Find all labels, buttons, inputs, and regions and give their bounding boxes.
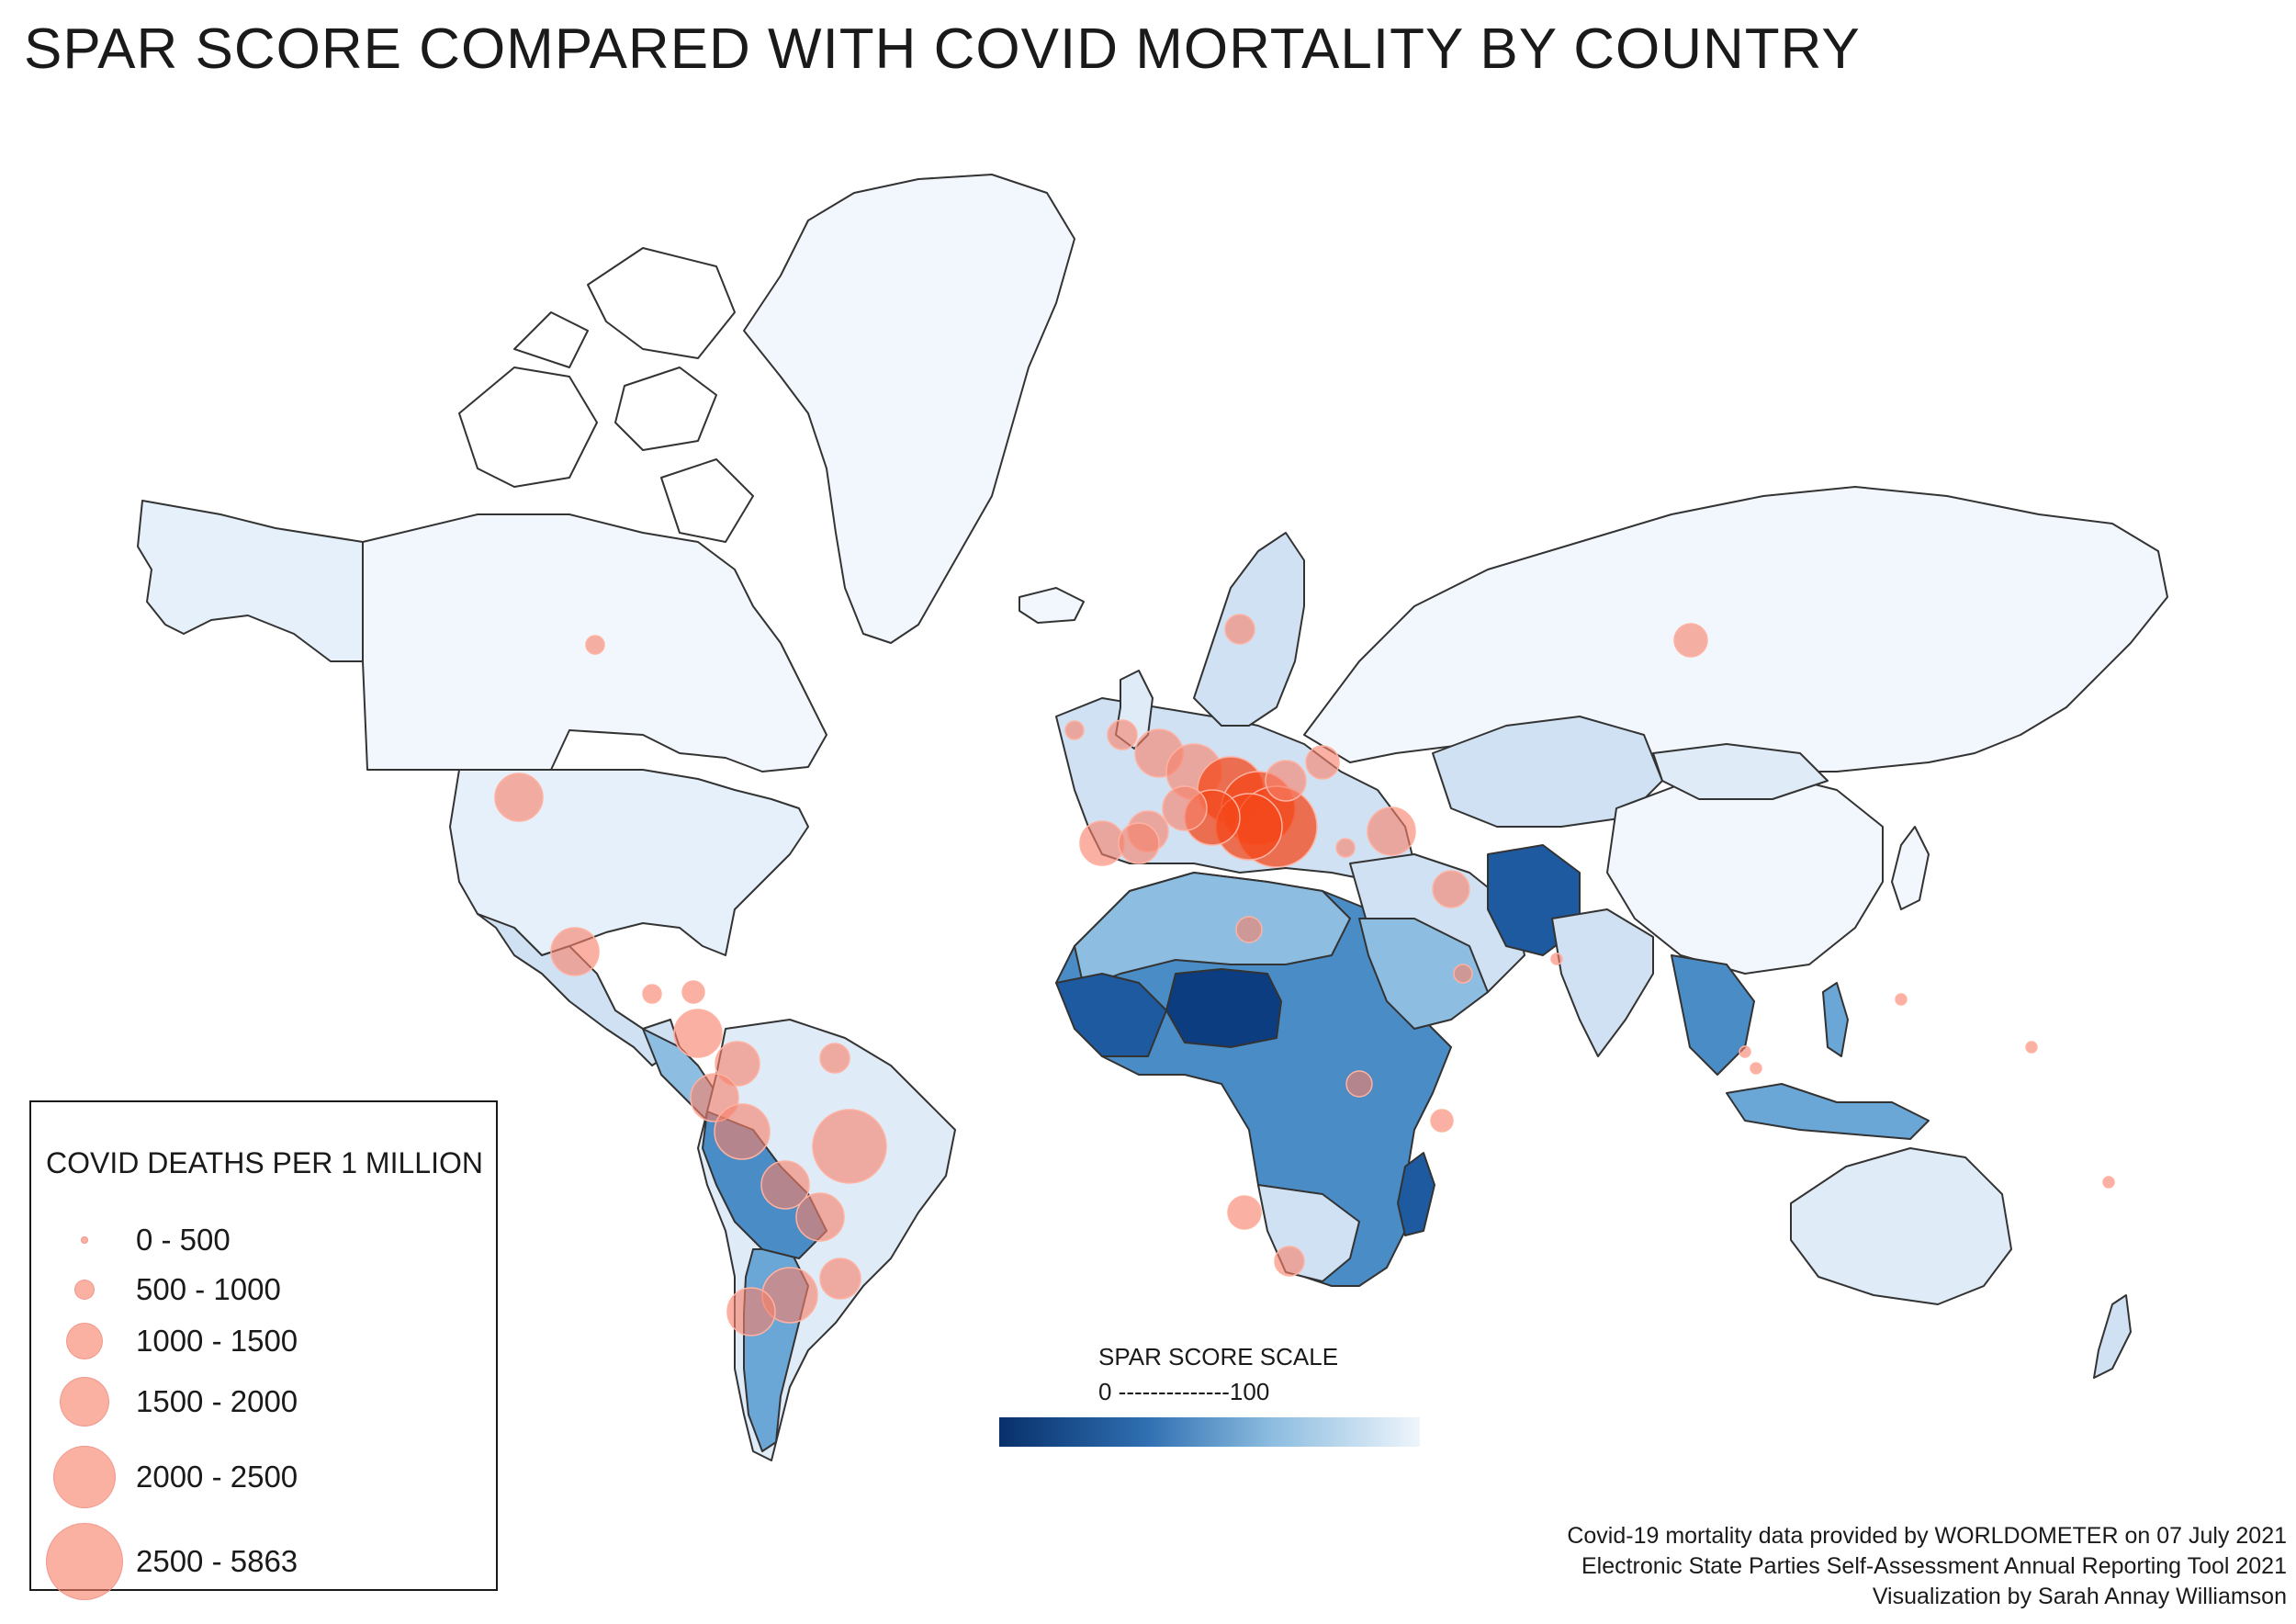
legend-item-1500-2000: 1500 - 2000 bbox=[31, 1367, 490, 1440]
mortality-bubble bbox=[1345, 1070, 1373, 1098]
mortality-bubble bbox=[1118, 822, 1160, 864]
legend-label: 1500 - 2000 bbox=[136, 1384, 298, 1418]
legend-label: 2500 - 5863 bbox=[136, 1544, 298, 1578]
country-mongolia bbox=[1652, 743, 1829, 800]
legend-item-0-500: 0 - 500 bbox=[31, 1211, 490, 1284]
country-iceland bbox=[1019, 587, 1085, 624]
bubble-layer bbox=[494, 614, 2115, 1336]
credit-author: Visualization by Sarah Annay Williamson bbox=[1872, 1584, 2287, 1609]
country-madagascar bbox=[1397, 1152, 1435, 1236]
mortality-bubble bbox=[1335, 838, 1356, 858]
sahel-dark bbox=[1165, 968, 1282, 1048]
legend-item-1000-1500: 1000 - 1500 bbox=[31, 1312, 490, 1385]
mortality-bubble bbox=[1750, 1062, 1762, 1075]
mortality-bubble bbox=[550, 927, 600, 976]
legend-label: 1000 - 1500 bbox=[136, 1324, 298, 1358]
arctic-islands bbox=[458, 247, 754, 543]
country-new-zealand bbox=[2093, 1294, 2132, 1379]
legend-title: COVID DEATHS PER 1 MILLION bbox=[46, 1146, 483, 1179]
mortality-bubble bbox=[2025, 1041, 2038, 1054]
mortality-bubble bbox=[1227, 1195, 1262, 1230]
mortality-bubble bbox=[1550, 953, 1563, 965]
mortality-bubble bbox=[1064, 720, 1085, 740]
mortality-bubble bbox=[1235, 916, 1263, 943]
north-africa bbox=[1074, 872, 1351, 988]
mortality-bubble bbox=[812, 1109, 887, 1184]
mortality-bubble bbox=[1739, 1045, 1751, 1058]
mortality-bubble bbox=[1224, 614, 1255, 645]
map-title: SPAR SCORE COMPARED WITH COVID MORTALITY… bbox=[24, 17, 1861, 81]
legend-item-500-1000: 500 - 1000 bbox=[31, 1262, 490, 1336]
mortality-bubble bbox=[1162, 785, 1208, 831]
legend-dot-icon bbox=[81, 1236, 88, 1244]
mortality-bubble bbox=[1079, 820, 1125, 866]
deaths-legend: COVID DEATHS PER 1 MILLION 0 - 500 500 -… bbox=[29, 1100, 498, 1600]
legend-dot-icon bbox=[74, 1280, 95, 1300]
spar-scale-gradient bbox=[999, 1417, 1420, 1447]
country-russia bbox=[1303, 486, 2168, 773]
africa bbox=[1055, 872, 1452, 1287]
mortality-bubble bbox=[715, 1041, 760, 1087]
mortality-bubble bbox=[726, 1287, 776, 1336]
legend-label: 0 - 500 bbox=[136, 1223, 231, 1257]
mortality-bubble bbox=[2102, 1176, 2115, 1189]
mortality-bubble bbox=[819, 1043, 850, 1074]
spar-scale-range: 0 --------------100 bbox=[1098, 1378, 1270, 1405]
mortality-bubble bbox=[1305, 745, 1340, 780]
mortality-bubble bbox=[1107, 719, 1138, 750]
legend-dot-icon bbox=[46, 1523, 123, 1600]
mortality-bubble bbox=[819, 1257, 861, 1300]
arabian-peninsula bbox=[1358, 918, 1489, 1030]
mortality-bubble bbox=[585, 635, 605, 655]
credit-tool-source: Electronic State Parties Self-Assessment… bbox=[1581, 1553, 2287, 1579]
mortality-bubble bbox=[1453, 964, 1473, 984]
mortality-bubble bbox=[1265, 760, 1307, 802]
credit-data-source: Covid-19 mortality data provided by WORL… bbox=[1567, 1523, 2287, 1549]
legend-dot-icon bbox=[53, 1446, 116, 1508]
country-japan bbox=[1891, 826, 1930, 910]
mortality-bubble bbox=[1673, 623, 1708, 658]
country-india bbox=[1551, 908, 1654, 1057]
legend-label: 500 - 1000 bbox=[136, 1272, 281, 1306]
legend-dot-icon bbox=[60, 1377, 109, 1427]
mortality-bubble bbox=[681, 980, 705, 1004]
legend-item-2500-5863: 2500 - 5863 bbox=[31, 1521, 490, 1600]
west-africa bbox=[1055, 973, 1167, 1057]
country-alaska bbox=[137, 500, 364, 662]
mortality-bubble bbox=[1430, 1109, 1454, 1133]
mortality-bubble bbox=[760, 1160, 810, 1210]
mortality-bubble bbox=[494, 773, 544, 822]
legend-dot-icon bbox=[66, 1323, 103, 1359]
credits: Covid-19 mortality data provided by WORL… bbox=[1567, 1521, 2287, 1612]
legend-label: 2000 - 2500 bbox=[136, 1460, 298, 1494]
spar-scale-title: SPAR SCORE SCALE bbox=[1098, 1343, 1339, 1370]
mortality-bubble bbox=[642, 984, 662, 1004]
country-australia bbox=[1790, 1147, 2012, 1305]
country-greenland bbox=[743, 174, 1075, 644]
mortality-bubble bbox=[1367, 806, 1416, 856]
indonesia bbox=[1726, 1083, 1930, 1140]
mortality-bubble bbox=[714, 1103, 771, 1160]
mortality-bubble bbox=[795, 1192, 845, 1242]
mortality-bubble bbox=[1895, 993, 1908, 1006]
mortality-bubble bbox=[673, 1009, 723, 1058]
mortality-bubble bbox=[1274, 1246, 1305, 1277]
southeast-asia bbox=[1671, 954, 1755, 1076]
mortality-bubble bbox=[1432, 870, 1470, 908]
country-philippines bbox=[1822, 982, 1849, 1057]
legend-item-2000-2500: 2000 - 2500 bbox=[31, 1437, 490, 1510]
